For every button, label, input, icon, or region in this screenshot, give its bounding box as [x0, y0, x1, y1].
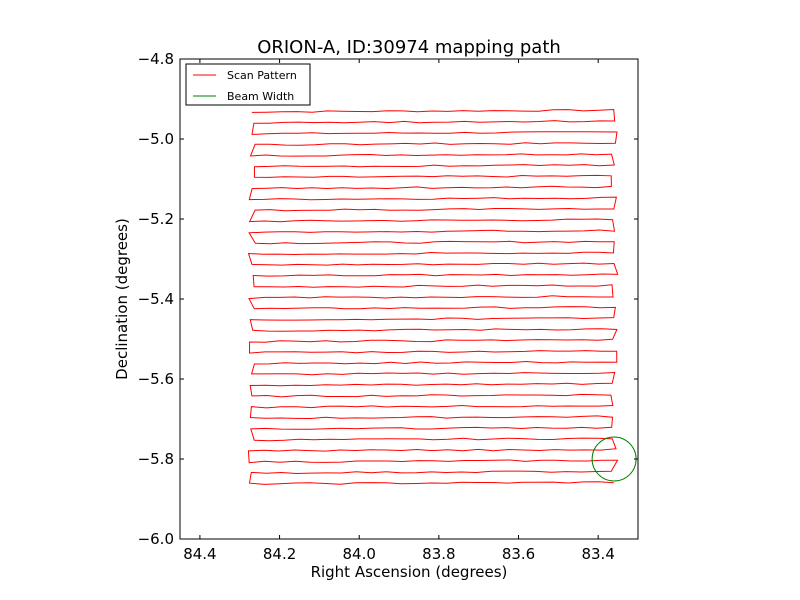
y-tick-label: −5.4	[138, 290, 174, 308]
y-tick-label: −5.8	[138, 450, 174, 468]
legend-box	[185, 63, 311, 106]
y-tick-label: −5.6	[138, 370, 174, 388]
x-tick-label: 84.2	[263, 545, 296, 563]
x-tick-label: 84.4	[183, 545, 216, 563]
y-axis-ticks: −4.8 −5.0 −5.2 −5.4 −5.6 −5.8 −6.0	[138, 50, 638, 548]
legend-label-beam-width: Beam Width	[227, 90, 294, 103]
y-tick-label: −4.8	[138, 50, 174, 68]
plot-area	[180, 59, 638, 539]
x-tick-label: 83.6	[502, 545, 535, 563]
legend-label-scan-pattern: Scan Pattern	[227, 69, 297, 82]
chart-title: ORION-A, ID:30974 mapping path	[257, 37, 561, 58]
x-tick-label: 84.0	[343, 545, 376, 563]
legend: Scan Pattern Beam Width	[185, 63, 311, 106]
scan-pattern-line	[247, 108, 619, 485]
x-axis-ticks: 84.4 84.2 84.0 83.8 83.6 83.4	[183, 59, 615, 563]
y-tick-label: −5.0	[138, 130, 174, 148]
x-tick-label: 83.4	[581, 545, 614, 563]
x-tick-label: 83.8	[422, 545, 455, 563]
y-tick-label: −5.2	[138, 210, 174, 228]
y-tick-label: −6.0	[138, 530, 174, 548]
y-axis-label: Declination (degrees)	[113, 218, 131, 380]
x-axis-label: Right Ascension (degrees)	[311, 563, 508, 581]
